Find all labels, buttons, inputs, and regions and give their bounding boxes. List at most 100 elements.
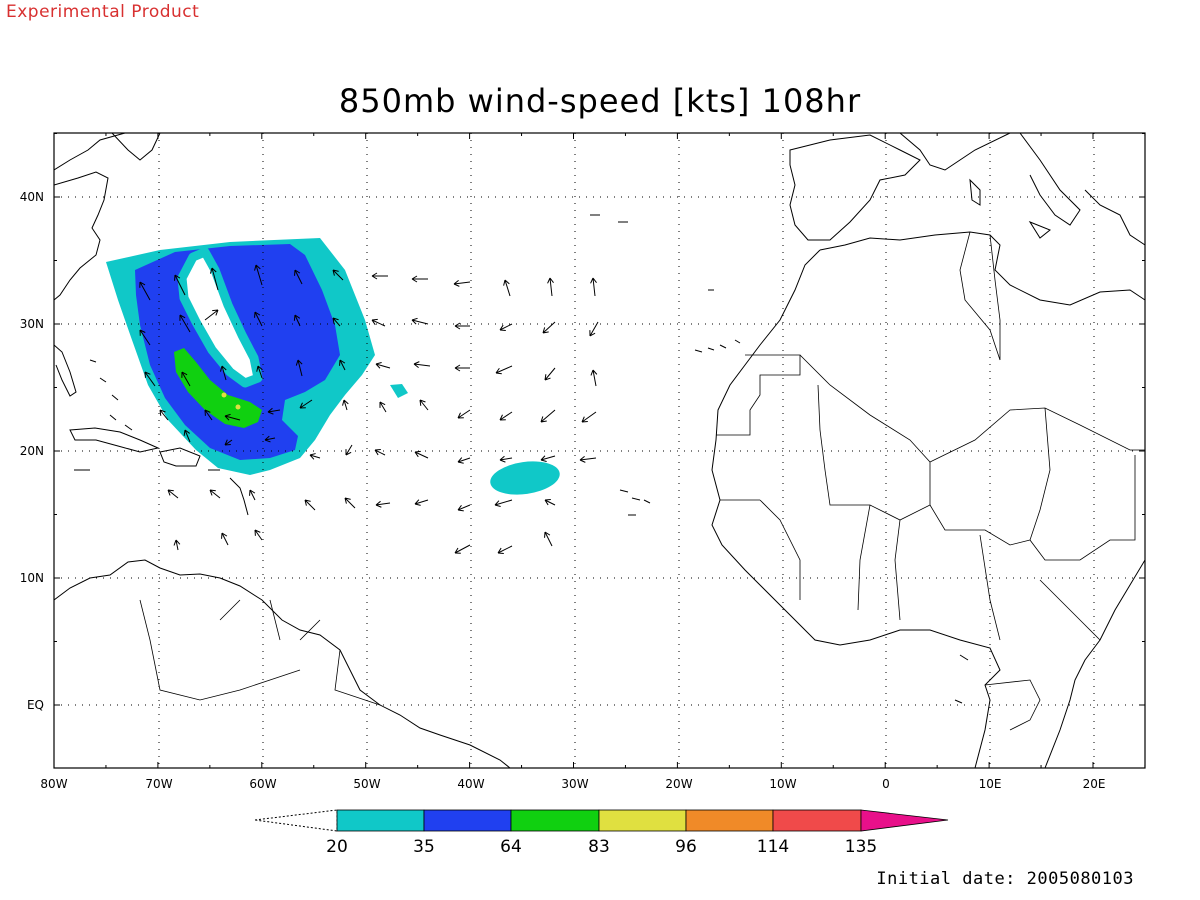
wind-arrow-icon <box>547 277 554 297</box>
wind-arrow-icon <box>295 359 303 377</box>
colorbar-label: 20 <box>326 837 348 857</box>
lon-tick-label: 40W <box>457 777 484 791</box>
colorbar-label: 83 <box>588 837 610 857</box>
wind-calm-core <box>182 252 258 383</box>
colorbar-segment <box>598 809 687 832</box>
wind-arrow-icon <box>542 321 556 334</box>
colorbar-upper-arrow <box>860 809 949 832</box>
wind-arrow-icon <box>294 269 303 285</box>
wind-arrow-icon <box>332 317 341 327</box>
wind-arrow-icon <box>221 532 229 546</box>
coastlines <box>54 133 1145 768</box>
wind-arrow-icon <box>174 274 186 296</box>
wind-arrow-icon <box>139 329 151 346</box>
wind-arrow-icon <box>254 529 263 541</box>
wind-shading-patch <box>390 384 408 398</box>
wind-arrow-icon <box>499 411 513 421</box>
colorbar-label: 114 <box>757 837 789 857</box>
wind-vectors <box>139 264 599 554</box>
lat-tick-label: EQ <box>27 698 44 712</box>
colorbar-segment <box>510 809 600 832</box>
colorbar-segment <box>685 809 774 832</box>
lon-tick-label: 70W <box>145 777 172 791</box>
wind-arrow-icon <box>503 279 511 297</box>
wind-arrow-icon <box>581 411 597 423</box>
colorbar-label: 96 <box>675 837 697 857</box>
wind-arrow-icon <box>379 401 387 413</box>
gridlines <box>54 133 1145 768</box>
wind-shading-core-rim <box>177 247 263 388</box>
wind-arrow-icon <box>267 407 281 415</box>
wind-shading-blob-east <box>490 461 560 495</box>
wind-arrow-icon <box>414 450 429 459</box>
wind-arrow-icon <box>411 317 429 325</box>
wind-arrow-icon <box>204 409 213 421</box>
lon-tick-label: 30W <box>561 777 588 791</box>
colorbar-segment <box>336 809 425 832</box>
wind-arrow-icon <box>419 399 429 411</box>
wind-arrow-icon <box>254 311 263 327</box>
wind-arrow-icon <box>167 489 179 499</box>
colorbar-label: 135 <box>845 837 877 857</box>
wind-arrow-icon <box>256 365 263 379</box>
wind-arrow-icon <box>304 499 316 511</box>
wind-arrow-icon <box>224 413 241 421</box>
wind-arrow-icon <box>181 371 191 387</box>
wind-arrow-icon <box>264 435 276 443</box>
colorbar-segment <box>423 809 512 832</box>
country-borders <box>139 231 1145 731</box>
wind-arrow-icon <box>339 359 346 371</box>
lat-tick-label: 40N <box>20 190 44 204</box>
wind-arrow-icon <box>183 429 191 443</box>
wind-arrow-icon <box>544 531 553 547</box>
wind-arrow-icon <box>454 364 470 372</box>
colorbar-segment <box>772 809 862 832</box>
wind-arrow-icon <box>454 544 471 554</box>
lon-tick-label: 10W <box>769 777 796 791</box>
wind-arrow-icon <box>344 497 356 509</box>
lat-tick-label: 30N <box>20 317 44 331</box>
colorbar: 20 35 64 83 96 114 135 <box>254 809 949 857</box>
wind-arrow-icon <box>499 323 513 331</box>
wind-arrow-icon <box>173 539 181 551</box>
wind-arrow-icon <box>179 314 191 333</box>
wind-arrow-icon <box>332 269 344 281</box>
wind-arrow-icon <box>590 369 598 387</box>
lat-tick-label: 10N <box>20 571 44 585</box>
map-title: 850mb wind-speed [kts] 108hr <box>338 82 862 120</box>
wind-arrow-icon <box>540 409 556 423</box>
wind-arrow-icon <box>453 280 471 287</box>
wind-arrow-icon <box>589 321 599 337</box>
wind-arrow-icon <box>220 365 227 381</box>
wind-arrow-icon <box>371 318 386 327</box>
lon-tick-label: 10E <box>979 777 1002 791</box>
wind-arrow-icon <box>544 499 556 506</box>
wind-arrow-icon <box>204 309 219 321</box>
lon-axis: 80W 70W 60W 50W 40W 30W 20W 10W 0 10E 20… <box>40 777 1105 791</box>
colorbar-label: 64 <box>500 837 522 857</box>
wind-arrow-icon <box>139 281 151 301</box>
wind-arrow-icon <box>249 489 256 501</box>
wind-arrow-icon <box>209 267 219 291</box>
wind-shading-83kt <box>221 392 227 398</box>
wind-arrow-icon <box>293 314 301 327</box>
lon-tick-label: 60W <box>249 777 276 791</box>
wind-arrow-icon <box>494 499 513 507</box>
wind-arrow-icon <box>309 453 321 460</box>
wind-arrow-icon <box>375 362 391 369</box>
map-plot-area <box>54 133 1145 768</box>
lon-tick-label: 20E <box>1083 777 1106 791</box>
lat-tick-label: 20N <box>20 444 44 458</box>
colorbar-lower-arrow <box>254 809 338 832</box>
wind-arrow-icon <box>144 371 156 387</box>
wind-arrow-icon <box>374 449 386 456</box>
wind-arrow-icon <box>495 365 513 375</box>
wind-arrow-icon <box>457 409 471 419</box>
wind-arrow-icon <box>413 361 431 368</box>
wind-arrow-icon <box>414 499 429 506</box>
wind-arrow-icon <box>254 264 263 286</box>
wind-arrow-icon <box>299 399 313 409</box>
wind-arrow-icon <box>224 439 233 446</box>
wind-arrow-icon <box>497 545 513 554</box>
lon-tick-label: 80W <box>40 777 67 791</box>
